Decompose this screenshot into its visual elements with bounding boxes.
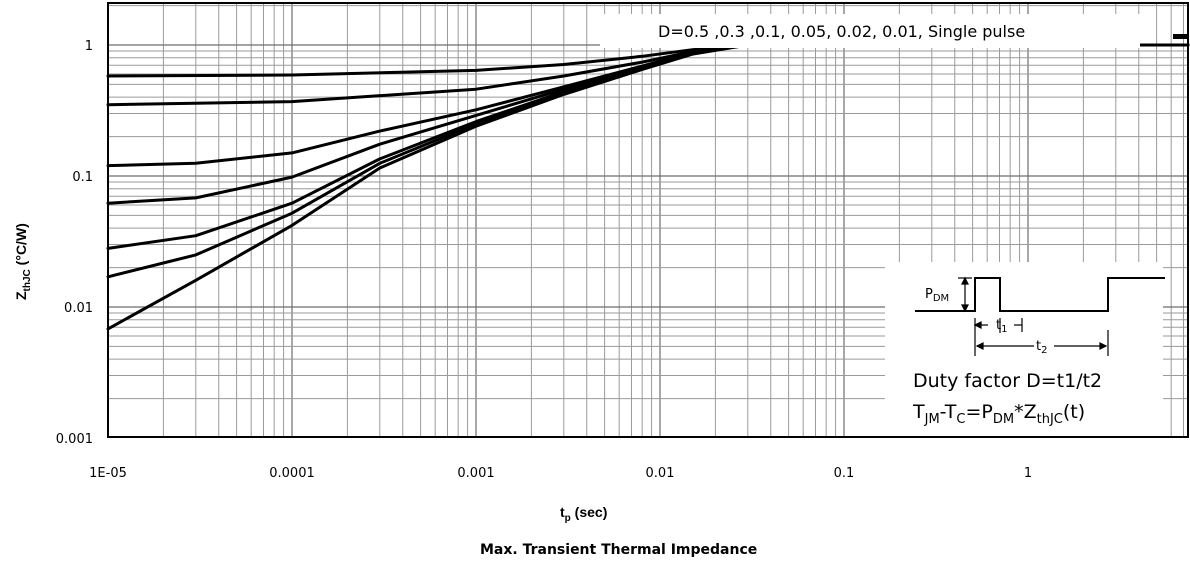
pdm-arrow xyxy=(958,276,972,313)
y-tick-label: 0.01 xyxy=(64,301,93,316)
y-tick-label: 0.001 xyxy=(56,432,93,447)
series-curve-d-0-01 xyxy=(106,43,1190,279)
pulse-waveform xyxy=(915,277,1165,312)
plot-frame xyxy=(107,2,1189,438)
series-curve-d-0-1 xyxy=(106,43,1190,168)
x-tick-label: 0.01 xyxy=(646,466,675,481)
thermal-formula: TJM-TC=PDM*ZthJC(t) xyxy=(912,401,1085,427)
duty-factor-inset: PDM t1 t2 Duty factor D=t1/t2 TJM-TC=PDM… xyxy=(885,262,1165,437)
inset-box xyxy=(885,262,1163,437)
duty-factor-text: Duty factor D=t1/t2 xyxy=(913,370,1102,392)
chart-title: Max. Transient Thermal Impedance xyxy=(480,542,757,558)
x-tick-label: 0.1 xyxy=(834,466,855,481)
x-tick-label: 1E-05 xyxy=(89,466,127,481)
y-tick-label: 1 xyxy=(85,39,93,54)
axis-ticks: 1E-05 0.0001 0.001 0.01 0.1 1 0.001 0.01 0.1 1 xyxy=(56,39,1032,481)
legend-text: D=0.5 ,0.3 ,0.1, 0.05, 0.02, 0.01, Singl… xyxy=(658,22,1025,41)
legend-marker xyxy=(1173,34,1189,39)
legend-box xyxy=(600,14,1140,48)
t1-label: t1 xyxy=(996,318,1007,335)
t2-dimension xyxy=(975,330,1109,356)
y-axis-title: ZthJC (°C/W) xyxy=(13,223,33,300)
t1-dimension xyxy=(973,318,1023,356)
x-tick-label: 0.0001 xyxy=(269,466,315,481)
t2-label: t2 xyxy=(1036,339,1047,356)
pdm-label: PDM xyxy=(925,287,949,304)
y-tick-label: 0.1 xyxy=(72,170,93,185)
series-curve-single-pulse xyxy=(106,43,1190,331)
x-tick-label: 0.001 xyxy=(457,466,494,481)
x-axis-title: tp (sec) xyxy=(560,504,607,524)
x-tick-label: 1 xyxy=(1024,466,1032,481)
